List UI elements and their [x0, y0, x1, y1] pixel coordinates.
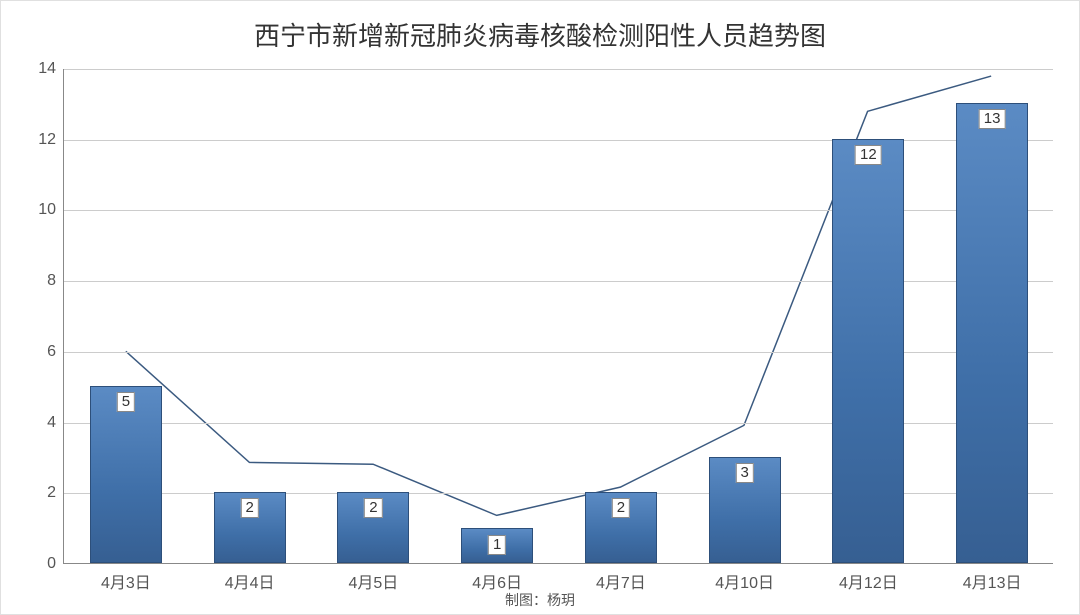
gridline [64, 140, 1053, 141]
bar-value-label: 2 [364, 498, 382, 518]
chart-title: 西宁市新增新冠肺炎病毒核酸检测阳性人员趋势图 [1, 1, 1079, 63]
trend-line [64, 69, 1053, 563]
chart-container: 西宁市新增新冠肺炎病毒核酸检测阳性人员趋势图 024681012144月3日54… [0, 0, 1080, 615]
gridline [64, 69, 1053, 70]
gridline [64, 281, 1053, 282]
y-tick-label: 14 [38, 60, 56, 78]
y-tick-label: 8 [47, 272, 56, 290]
y-tick-label: 2 [47, 484, 56, 502]
bar-value-label: 1 [488, 535, 506, 555]
bar-value-label: 13 [979, 109, 1006, 129]
y-tick-label: 6 [47, 343, 56, 361]
chart-caption: 制图：杨玥 [1, 590, 1079, 610]
gridline [64, 423, 1053, 424]
plot-area: 024681012144月3日54月4日24月5日24月6日14月7日24月10… [63, 69, 1053, 564]
bar [832, 139, 904, 563]
bar-value-label: 5 [117, 392, 135, 412]
gridline [64, 493, 1053, 494]
bar [90, 386, 162, 563]
y-tick-label: 12 [38, 131, 56, 149]
gridline [64, 210, 1053, 211]
bar-value-label: 3 [735, 463, 753, 483]
bar-value-label: 2 [240, 498, 258, 518]
gridline [64, 352, 1053, 353]
bar-value-label: 2 [612, 498, 630, 518]
bar-value-label: 12 [855, 145, 882, 165]
y-tick-label: 4 [47, 414, 56, 432]
bar [956, 103, 1028, 563]
y-tick-label: 10 [38, 201, 56, 219]
y-tick-label: 0 [47, 555, 56, 573]
